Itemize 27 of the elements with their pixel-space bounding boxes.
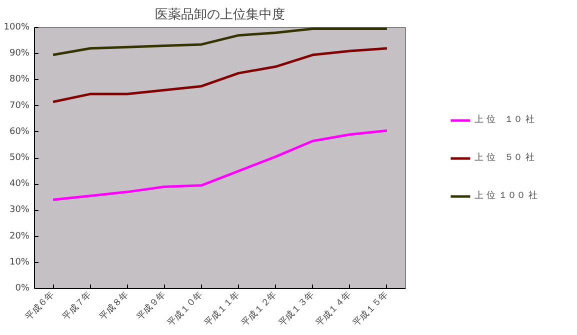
y-tick-label: 50% bbox=[9, 153, 30, 163]
y-tick-label: 70% bbox=[9, 100, 30, 111]
y-tick-label: 80% bbox=[9, 74, 30, 85]
line-series bbox=[52, 47, 388, 104]
x-tick-label: 平成１１年 bbox=[202, 289, 242, 329]
legend-label: 上 位 １００ 社 bbox=[474, 190, 538, 202]
legend-label: 上 位 ５０ 社 bbox=[474, 152, 534, 164]
x-tick-label: 平成１４年 bbox=[314, 289, 354, 329]
x-tick-label: 平成１３年 bbox=[276, 289, 316, 329]
x-tick-label: 平成９年 bbox=[134, 289, 168, 322]
y-tick-label: 60% bbox=[9, 126, 30, 137]
y-tick-label: 0% bbox=[15, 284, 30, 294]
legend-label: 上 位 １０ 社 bbox=[474, 114, 534, 126]
x-tick-label: 平成１２年 bbox=[240, 289, 280, 329]
x-tick-label: 平成７年 bbox=[60, 289, 94, 322]
y-tick-label: 40% bbox=[9, 179, 30, 190]
y-tick-label: 20% bbox=[9, 231, 30, 242]
x-tick-label: 平成１０年 bbox=[165, 289, 205, 329]
chart-title: 医薬品卸の上位集中度 bbox=[155, 6, 285, 22]
y-tick-label: 30% bbox=[9, 205, 30, 216]
y-tick-label: 10% bbox=[9, 257, 30, 268]
x-tick-label: 平成８年 bbox=[98, 289, 131, 322]
y-tick-label: 90% bbox=[9, 48, 30, 59]
x-tick-label: 平成１５年 bbox=[350, 289, 390, 329]
line-series bbox=[52, 28, 388, 56]
line-series bbox=[52, 129, 388, 202]
y-tick-label: 100% bbox=[4, 22, 30, 32]
